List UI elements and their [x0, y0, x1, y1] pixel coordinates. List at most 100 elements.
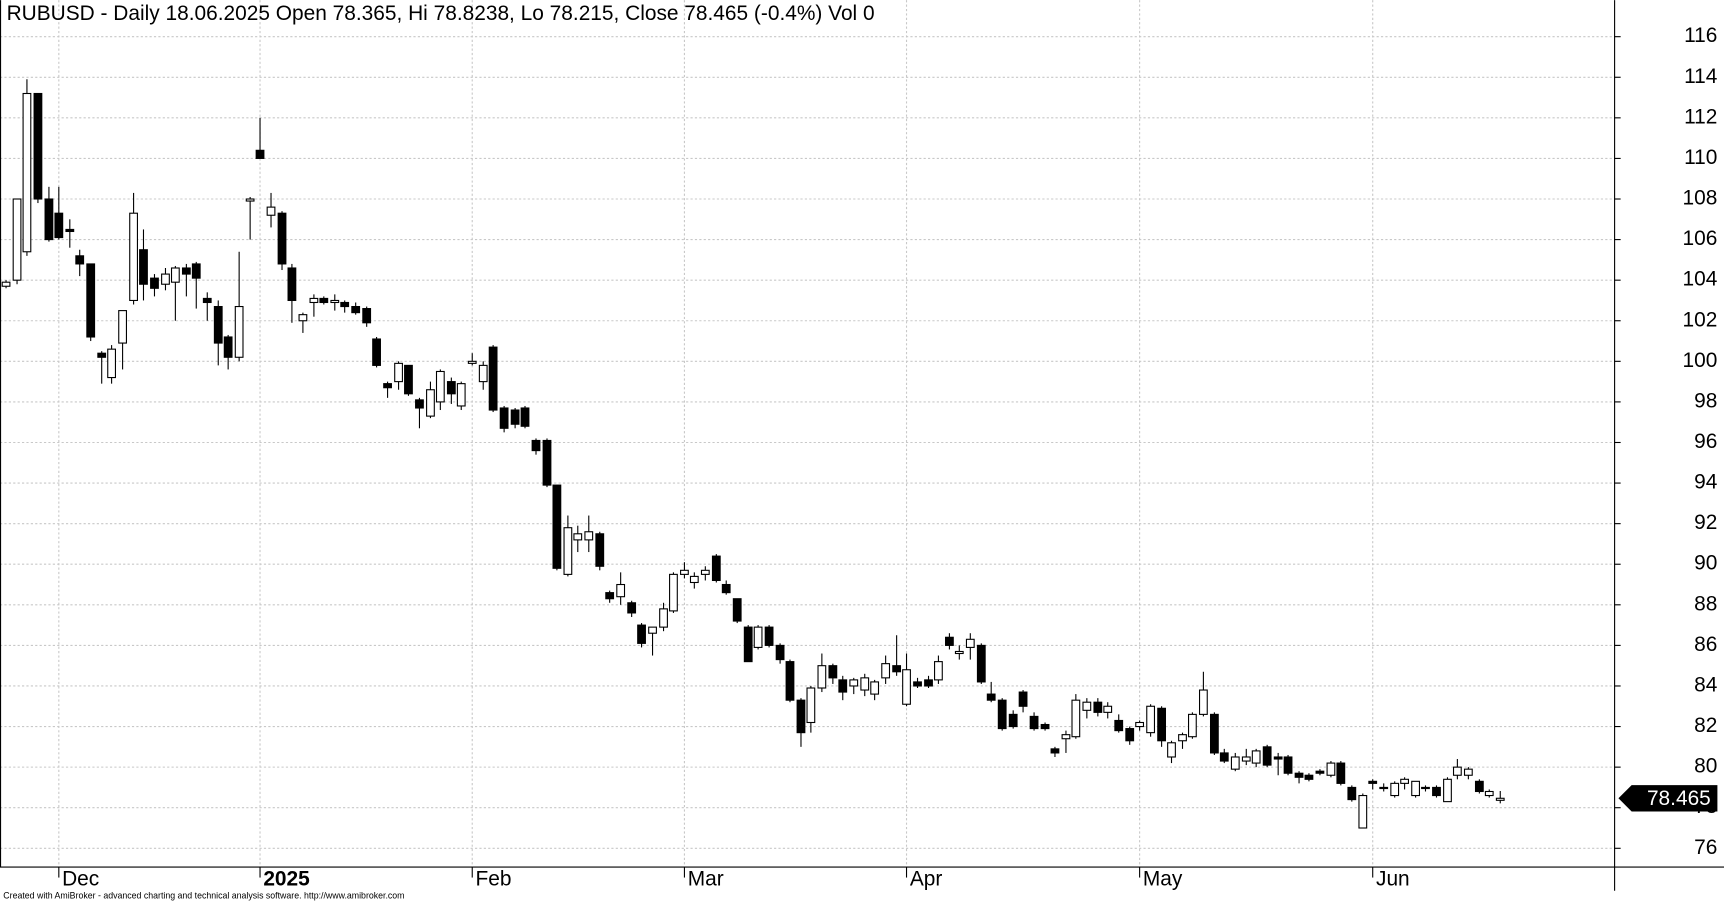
y-tick-label: 106: [1683, 227, 1718, 250]
candle-body: [362, 308, 372, 324]
candle-body: [838, 679, 848, 693]
candle-body: [223, 336, 233, 358]
candle-body: [287, 267, 297, 302]
candle-body: [1273, 756, 1283, 760]
candle-body: [1082, 701, 1092, 711]
candle-body: [689, 575, 699, 584]
candle-body: [1157, 707, 1167, 742]
candle-body: [743, 626, 753, 663]
candle-body: [97, 352, 107, 358]
candle-body: [65, 228, 75, 233]
candle-body: [1347, 786, 1357, 801]
candle-body: [340, 301, 350, 308]
y-tick-label: 110: [1684, 146, 1717, 169]
footer: Created with AmiBroker - advanced charti…: [3, 891, 404, 901]
y-tick-label: 90: [1694, 552, 1717, 575]
y-tick-label: 84: [1694, 673, 1717, 696]
candle-body: [1336, 762, 1346, 784]
candle-body: [1241, 756, 1251, 762]
x-tick-label: Apr: [910, 867, 943, 890]
candle-body: [828, 665, 838, 679]
candle-body: [892, 665, 902, 673]
candle-body: [456, 383, 466, 407]
y-tick-label: 80: [1694, 755, 1717, 778]
candle-body: [118, 310, 127, 344]
y-tick-label: 94: [1694, 471, 1717, 494]
candle-body: [488, 346, 498, 411]
y-tick-label: 104: [1683, 268, 1718, 291]
candle-body: [1326, 762, 1336, 776]
candle-body: [75, 255, 85, 265]
candle-body: [255, 149, 265, 159]
candle-body: [1061, 734, 1071, 740]
candle-body: [1040, 723, 1050, 730]
candle-body: [1452, 766, 1462, 776]
x-tick-label: May: [1143, 867, 1183, 890]
candle-body: [945, 636, 954, 646]
y-tick-label: 96: [1694, 430, 1717, 453]
candle-body: [976, 644, 986, 683]
candle-body: [202, 297, 212, 304]
candle-body: [1178, 734, 1187, 742]
candle-body: [213, 305, 223, 344]
candle-body: [1463, 768, 1473, 776]
candle-body: [1146, 705, 1156, 734]
candle-body: [881, 663, 891, 679]
candle-body: [415, 399, 424, 409]
candle-body: [680, 569, 689, 575]
y-tick-label: 112: [1684, 105, 1717, 128]
candle-body: [383, 383, 392, 389]
x-tick-label: Feb: [476, 867, 512, 890]
candle-body: [531, 439, 541, 452]
candle-body: [394, 362, 403, 383]
candle-body: [1400, 778, 1409, 784]
candle-body: [1018, 691, 1028, 707]
candle-body: [499, 407, 509, 429]
x-tick-label: Dec: [62, 867, 99, 890]
candle-body: [1474, 780, 1484, 793]
candle-body: [1219, 752, 1229, 762]
y-tick-label: 92: [1694, 511, 1717, 534]
candle-body: [86, 263, 96, 338]
candle-body: [478, 364, 488, 383]
candle-body: [616, 583, 626, 598]
x-tick-label: 2025: [263, 867, 310, 890]
y-tick-label: 76: [1694, 836, 1717, 859]
candle-body: [467, 360, 477, 364]
candle-body: [1029, 715, 1039, 730]
candle-body: [775, 644, 785, 661]
candle-body: [372, 338, 381, 366]
y-tick-label: 82: [1694, 714, 1717, 737]
candle-body: [319, 297, 329, 304]
candle-body: [1008, 713, 1018, 728]
y-tick-label: 114: [1684, 65, 1717, 88]
candle-body: [669, 573, 678, 612]
candle-body: [986, 693, 996, 701]
candle-body: [161, 273, 170, 285]
candle-body: [1304, 774, 1314, 780]
last-price-label: 78.465: [1647, 787, 1711, 810]
candle-body: [659, 608, 668, 628]
candle-body: [1283, 756, 1293, 774]
y-tick-label: 116: [1684, 24, 1717, 47]
candle-body: [817, 665, 827, 689]
candle-body: [1251, 750, 1261, 764]
candle-body: [1495, 797, 1505, 801]
candle-body: [234, 305, 244, 358]
candle-body: [934, 661, 943, 681]
candle-body: [573, 533, 583, 541]
candle-body: [902, 669, 911, 705]
candle-body: [309, 297, 319, 304]
x-tick-label: Mar: [688, 867, 724, 890]
candle-body: [351, 305, 361, 314]
candle-body: [129, 212, 138, 302]
candle-body: [1358, 794, 1368, 829]
candle-body: [721, 583, 731, 594]
candle-body: [997, 699, 1007, 730]
candle-body: [446, 381, 456, 395]
grid: [0, 0, 1615, 867]
candle-body: [849, 679, 859, 687]
candle-body: [860, 677, 870, 691]
last-price-tag: [1618, 785, 1718, 812]
